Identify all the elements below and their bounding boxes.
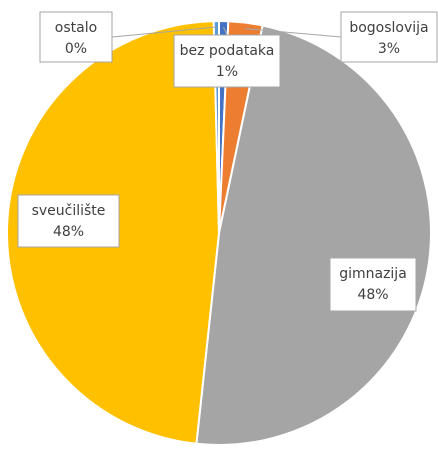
data-label-percent: 3% [378, 41, 400, 57]
leader-line [111, 26, 217, 38]
data-label-category: gimnazija [339, 266, 407, 282]
data-label-box [329, 257, 417, 312]
data-label-percent: 0% [65, 41, 87, 57]
data-label-box [17, 194, 120, 248]
data-label-category: bez podataka [180, 43, 275, 59]
pie-slices [6, 19, 432, 446]
data-label-category: ostalo [55, 20, 97, 36]
data-label-box [39, 11, 113, 63]
data-label-category: sveučilište [32, 203, 106, 219]
data-label-percent: 48% [357, 287, 388, 303]
data-label-category: bogoslovija [349, 20, 428, 36]
data-labels: bez podataka 1% bogoslovija 3% gimnazija 48% s… [17, 11, 438, 312]
pie-slice-gimnazija [195, 24, 432, 446]
data-label-box [173, 34, 281, 88]
data-label-box [340, 11, 438, 63]
leader-line [223, 26, 228, 36]
data-label-percent: 48% [53, 224, 84, 240]
data-label-percent: 1% [216, 64, 238, 80]
leader-line [244, 28, 342, 38]
leader-lines [111, 26, 342, 38]
